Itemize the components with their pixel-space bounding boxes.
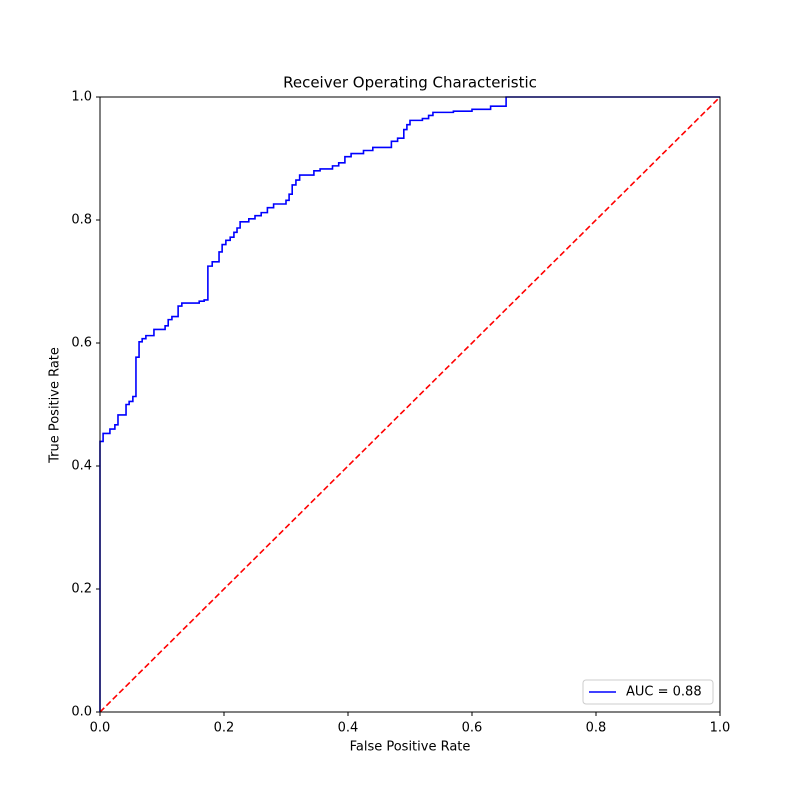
legend-label: AUC = 0.88	[626, 685, 702, 700]
x-tick-label: 0.6	[462, 721, 483, 736]
legend-box	[582, 679, 714, 705]
y-tick-label: 1.0	[71, 90, 92, 105]
y-tick-label: 0.0	[71, 705, 92, 720]
plot-frame	[99, 96, 721, 713]
x-tick-label: 0.8	[586, 721, 607, 736]
y-tick-label: 0.8	[71, 213, 92, 228]
y-tick-label: 0.2	[71, 582, 92, 597]
x-tick-label: 1.0	[710, 721, 731, 736]
y-tick-label: 0.4	[71, 459, 92, 474]
roc-line	[99, 96, 720, 712]
y-axis-label: True Positive Rate	[48, 347, 63, 464]
chart-title: Receiver Operating Characteristic	[283, 74, 537, 92]
x-axis-label: False Positive Rate	[350, 740, 471, 755]
y-tick-label: 0.6	[71, 336, 92, 351]
x-tick-label: 0.4	[338, 721, 359, 736]
x-tick-label: 0.0	[90, 721, 111, 736]
roc-line	[99, 96, 721, 713]
x-tick-label: 0.2	[214, 721, 235, 736]
